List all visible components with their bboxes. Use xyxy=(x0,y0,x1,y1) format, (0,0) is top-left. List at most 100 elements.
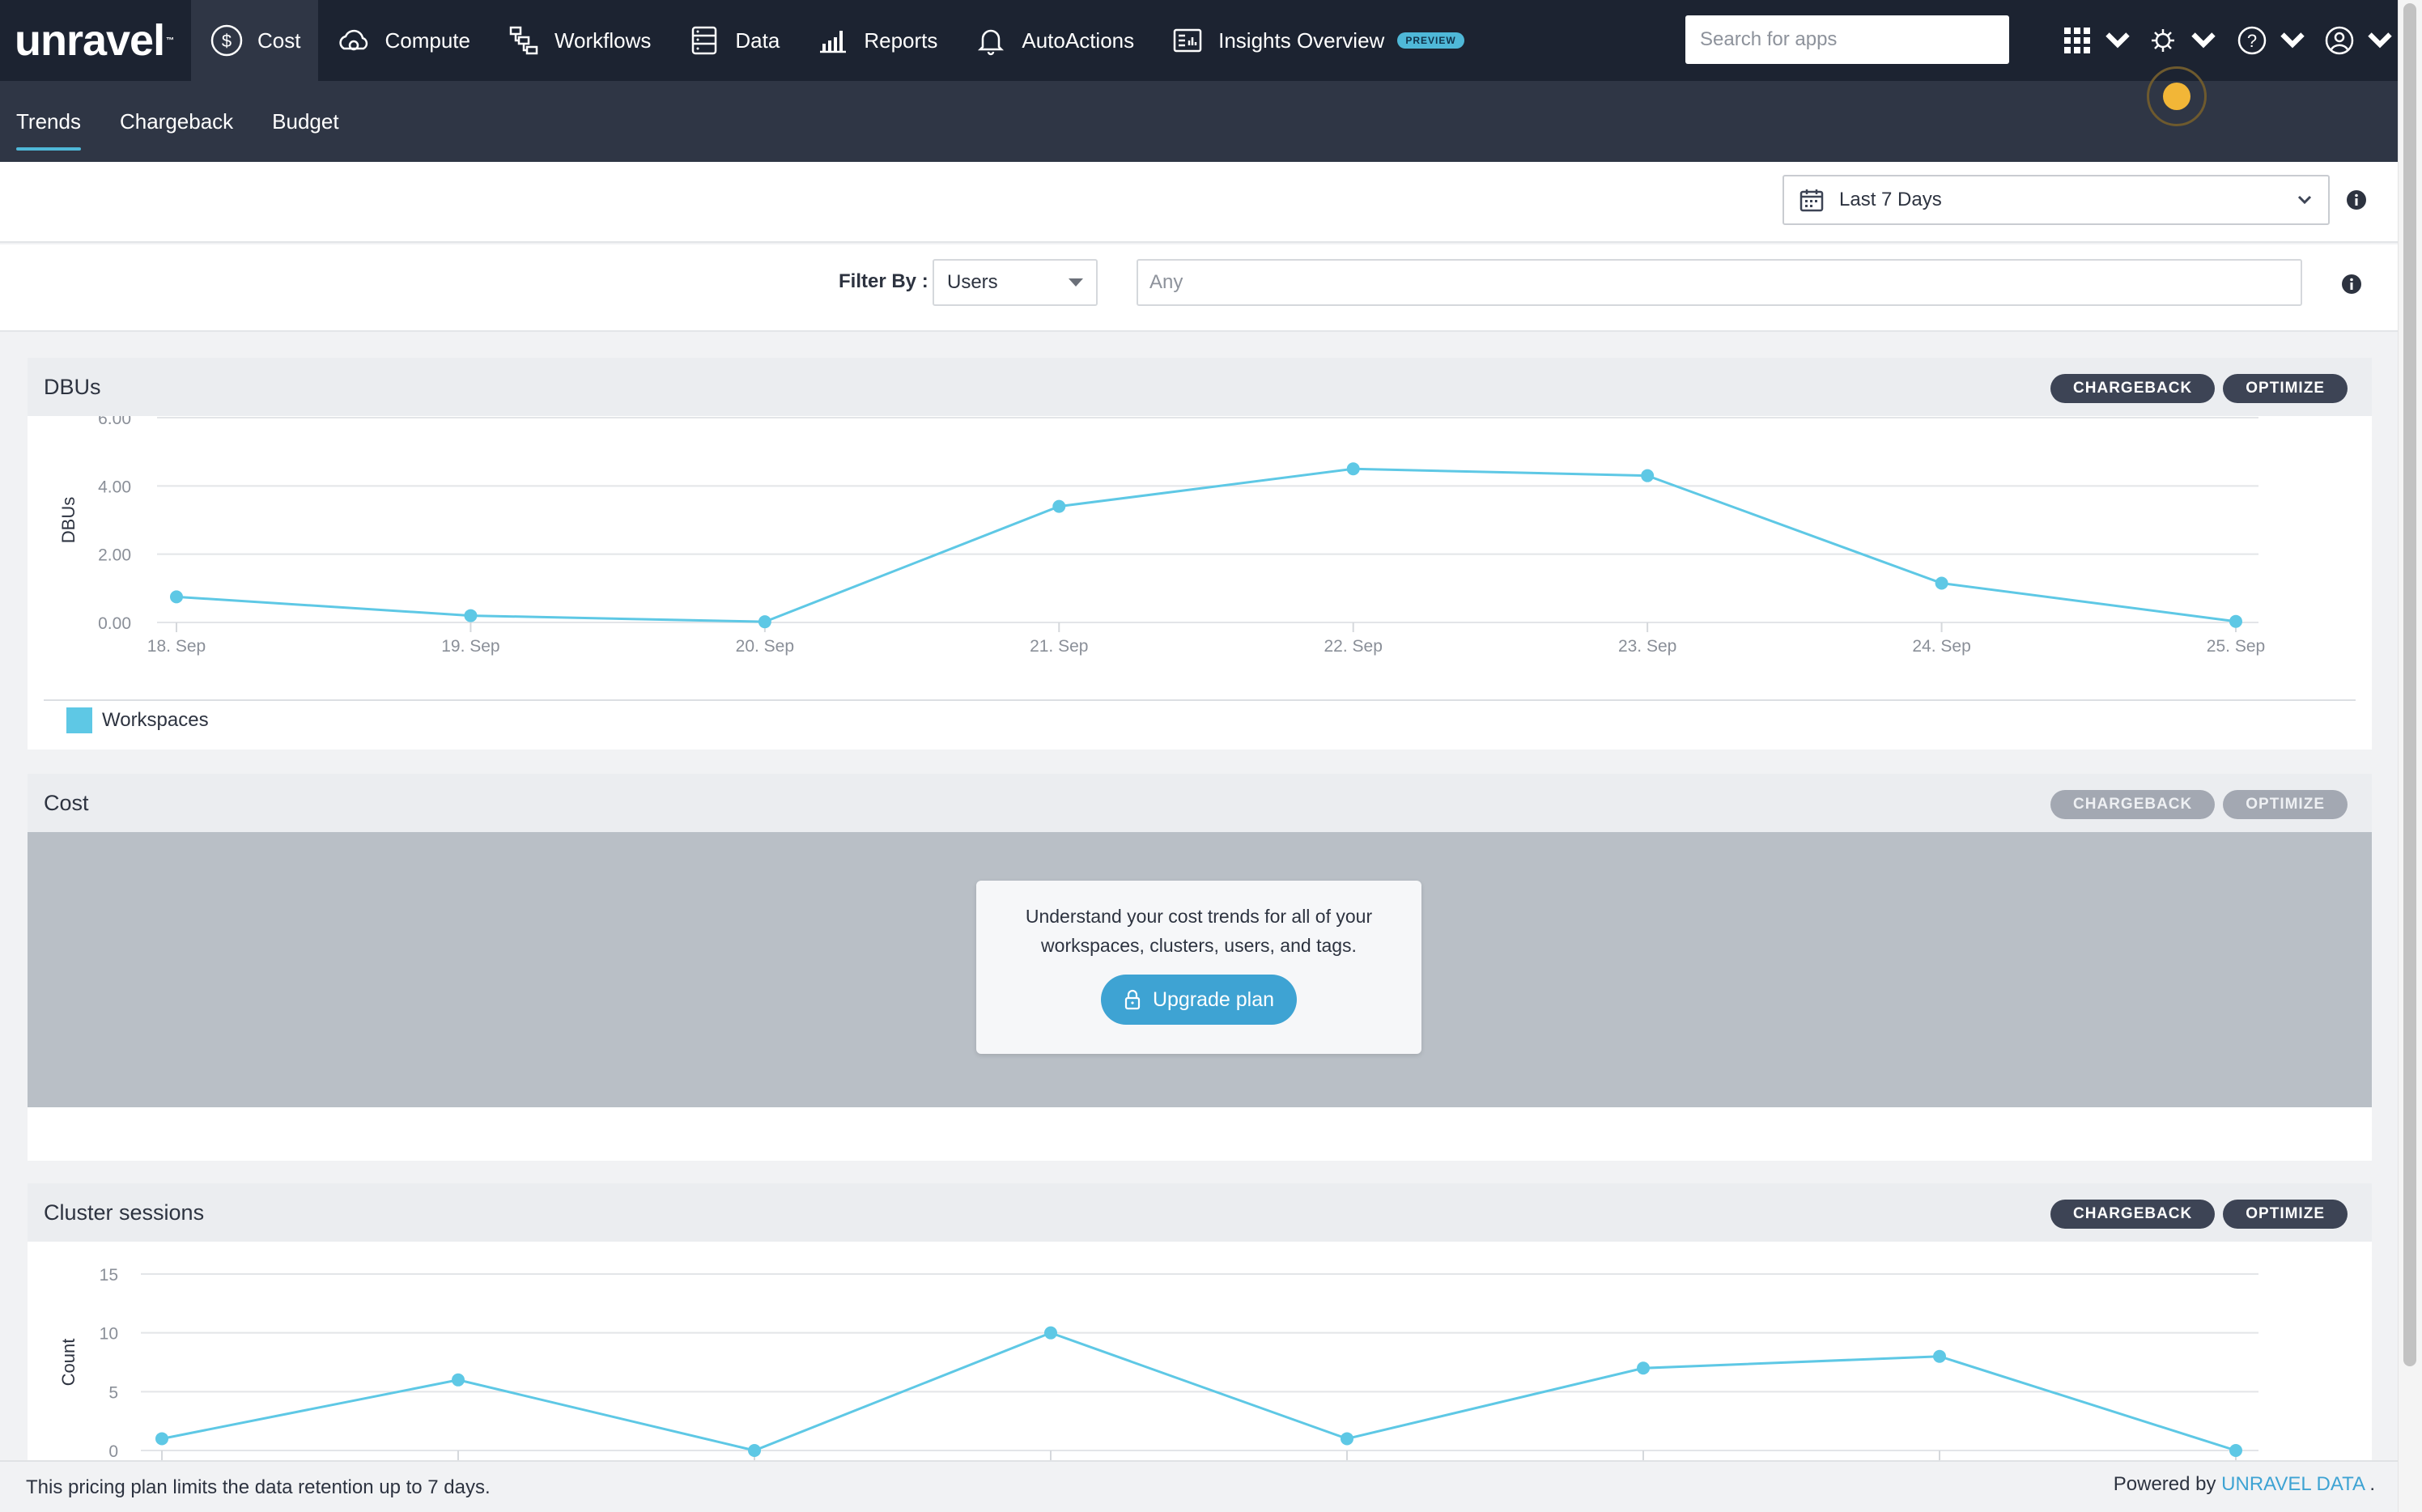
legend-divider xyxy=(44,699,2356,701)
page-scrollbar[interactable] xyxy=(2398,0,2422,1512)
dbus-chargeback-button[interactable]: CHARGEBACK xyxy=(2050,374,2216,403)
sessions-series-line xyxy=(161,1331,2237,1452)
cluster-sessions-panel-title: Cluster sessions xyxy=(44,1200,205,1225)
unravel-data-link[interactable]: UNRAVEL DATA xyxy=(2221,1473,2365,1495)
cluster-sessions-panel-header: Cluster sessions CHARGEBACK OPTIMIZE xyxy=(28,1183,2372,1242)
sub-navbar: Trends Chargeback Budget xyxy=(0,81,2398,162)
date-range-select[interactable]: Last 7 Days xyxy=(1783,175,2330,225)
sessions-data-point xyxy=(155,1432,168,1446)
upgrade-text-line1: Understand your cost trends for all of y… xyxy=(1025,906,1373,927)
settings-menu[interactable] xyxy=(2147,21,2220,60)
nav-item-cost[interactable]: $ Cost xyxy=(191,0,319,81)
sessions-data-point xyxy=(1341,1432,1353,1446)
chevron-down-icon xyxy=(2105,32,2130,49)
dbus-panel-header: DBUs CHARGEBACK OPTIMIZE xyxy=(28,358,2372,416)
dbus-data-point xyxy=(758,615,771,629)
powered-by: Powered by UNRAVEL DATA . xyxy=(2114,1473,2375,1496)
nav-item-insights-overview[interactable]: Insights Overview PREVIEW xyxy=(1152,0,1482,81)
cluster-sessions-panel: Cluster sessions CHARGEBACK OPTIMIZE 0 5 1… xyxy=(28,1183,2372,1460)
bar-chart-icon xyxy=(820,31,847,53)
tab-budget[interactable]: Budget xyxy=(272,108,339,134)
top-navbar: unravel ™ $ Cost Compute Workflows Data R… xyxy=(0,0,2398,81)
dbus-y-tick-label: 2.00 xyxy=(98,546,131,565)
dbus-x-tick-label: 21. Sep xyxy=(1030,637,1088,656)
search-apps-input[interactable] xyxy=(1685,15,2009,64)
nav-label-compute: Compute xyxy=(385,28,470,53)
scrollbar-thumb[interactable] xyxy=(2403,3,2416,1366)
filter-value-input[interactable] xyxy=(1137,259,2302,306)
dbus-optimize-button[interactable]: OPTIMIZE xyxy=(2223,374,2348,403)
dbus-y-tick-label: 6.00 xyxy=(98,416,131,428)
upgrade-card: Understand your cost trends for all of y… xyxy=(976,881,1421,1054)
nav-item-reports[interactable]: Reports xyxy=(797,0,955,81)
nav-label-reports: Reports xyxy=(864,28,938,53)
sessions-data-point xyxy=(452,1373,465,1387)
dbus-legend[interactable]: Workspaces xyxy=(66,707,209,733)
tab-chargeback[interactable]: Chargeback xyxy=(119,108,234,134)
dbus-data-point xyxy=(1641,469,1655,482)
dbus-panel-title: DBUs xyxy=(44,374,101,399)
dbus-y-axis-label: DBUs xyxy=(58,497,79,543)
dbus-x-tick-label: 24. Sep xyxy=(1912,637,1970,656)
cost-optimize-button[interactable]: OPTIMIZE xyxy=(2223,790,2348,819)
unravel-logo[interactable]: unravel ™ xyxy=(15,16,174,65)
dbus-x-tick-label: 20. Sep xyxy=(736,637,794,656)
chevron-down-icon xyxy=(2297,195,2312,205)
dbus-x-tick-label: 25. Sep xyxy=(2207,637,2265,656)
cost-chargeback-button[interactable]: CHARGEBACK xyxy=(2050,790,2216,819)
dbus-data-point xyxy=(464,609,478,622)
cluster-sessions-line-chart: 0 5 10 15 Count xyxy=(58,1266,2258,1460)
filter-type-value: Users xyxy=(947,271,998,293)
retention-note: This pricing plan limits the data retent… xyxy=(26,1476,491,1498)
filter-type-select[interactable]: Users xyxy=(933,259,1098,306)
nav-item-compute[interactable]: Compute xyxy=(318,0,488,81)
cloud-gear-icon xyxy=(339,29,368,51)
legend-swatch xyxy=(66,707,92,733)
apps-grid-menu[interactable] xyxy=(2061,21,2134,60)
powered-by-text: Powered by xyxy=(2113,1473,2216,1495)
sessions-y-tick-label: 0 xyxy=(108,1442,118,1460)
dbus-data-point xyxy=(2229,614,2242,628)
preview-badge: PREVIEW xyxy=(1397,32,1464,49)
cost-panel-title: Cost xyxy=(44,790,89,815)
sessions-y-tick-label: 10 xyxy=(100,1325,118,1344)
user-circle-icon xyxy=(2325,26,2354,55)
date-range-row: Last 7 Days xyxy=(0,162,2398,243)
dbus-data-point xyxy=(170,590,183,604)
upgrade-plan-button[interactable]: Upgrade plan xyxy=(1100,975,1298,1025)
nav-item-data[interactable]: Data xyxy=(669,0,797,81)
nav-label-data: Data xyxy=(735,28,780,53)
sessions-y-axis-label: Count xyxy=(58,1339,79,1387)
nav-item-workflows[interactable]: Workflows xyxy=(488,0,669,81)
sessions-data-point xyxy=(748,1444,761,1457)
date-range-value: Last 7 Days xyxy=(1839,189,1942,210)
dbus-x-tick-label: 22. Sep xyxy=(1324,637,1383,656)
sessions-data-point xyxy=(1044,1326,1057,1340)
dbus-x-tick-label: 18. Sep xyxy=(147,637,206,656)
info-icon[interactable] xyxy=(2346,189,2367,210)
nav-item-autoactions[interactable]: AutoActions xyxy=(955,0,1152,81)
bell-icon xyxy=(978,29,1005,56)
nav-label-autoactions: AutoActions xyxy=(1022,28,1135,53)
upgrade-text-line2: workspaces, clusters, users, and tags. xyxy=(1041,935,1357,956)
help-menu[interactable]: ? xyxy=(2236,21,2309,60)
sessions-data-point xyxy=(1933,1349,1946,1363)
database-icon xyxy=(692,26,717,55)
nav-label-workflows: Workflows xyxy=(554,28,652,53)
cluster-sessions-chargeback-button[interactable]: CHARGEBACK xyxy=(2050,1200,2216,1229)
sessions-data-point xyxy=(2229,1444,2242,1457)
chevron-down-icon xyxy=(2280,32,2305,49)
status-indicator[interactable] xyxy=(2147,66,2207,126)
dbus-y-tick-label: 4.00 xyxy=(98,478,131,496)
user-menu[interactable] xyxy=(2323,21,2396,60)
filter-row: Filter By : Users xyxy=(0,244,2398,332)
footer: This pricing plan limits the data retent… xyxy=(0,1460,2398,1512)
dbus-series-line xyxy=(176,467,2237,623)
info-icon[interactable] xyxy=(2341,274,2362,295)
logo-text: unravel xyxy=(15,16,165,65)
svg-text:?: ? xyxy=(2247,31,2257,51)
tab-trends[interactable]: Trends xyxy=(16,103,81,151)
cluster-sessions-optimize-button[interactable]: OPTIMIZE xyxy=(2223,1200,2348,1229)
sessions-y-tick-label: 15 xyxy=(100,1266,118,1285)
dbus-line-chart: 0.00 2.00 4.00 6.00 DBUs 18. Sep 19. Sep 20. Se… xyxy=(58,416,2265,656)
